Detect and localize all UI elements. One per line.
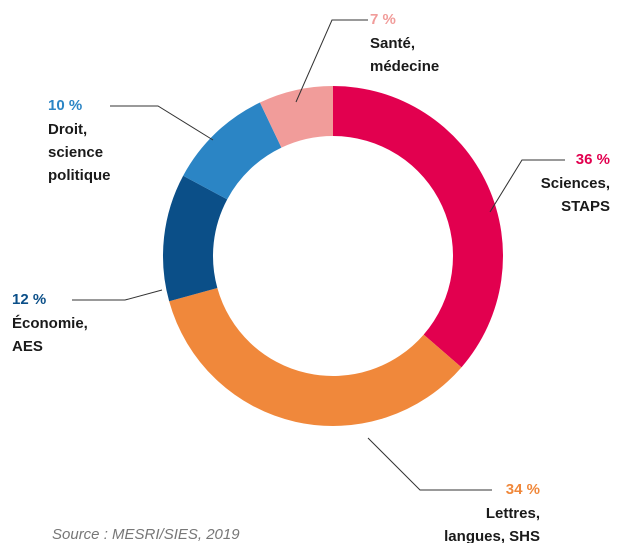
category-label: science: [48, 144, 103, 161]
leader-line: [489, 159, 565, 213]
leader-line: [110, 105, 214, 141]
category-label: Droit,: [48, 121, 87, 138]
donut-slice: [259, 86, 333, 148]
donut: [163, 86, 503, 426]
category-label: médecine: [370, 58, 439, 75]
category-label: STAPS: [561, 198, 610, 215]
leader-line: [295, 19, 368, 103]
value-label: 34 %: [506, 481, 540, 498]
donut-slice: [333, 86, 503, 368]
source: Source : MESRI/SIES, 2019: [52, 526, 240, 543]
category-label: langues, SHS: [444, 528, 540, 543]
category-label: Économie,: [12, 315, 88, 332]
value-label: 36 %: [576, 151, 610, 168]
category-label: politique: [48, 167, 111, 184]
donut-slice: [183, 102, 282, 200]
category-label: Lettres,: [486, 505, 540, 522]
leader-line: [72, 289, 163, 301]
donut-slice: [163, 175, 228, 302]
value-label: 7 %: [370, 11, 396, 28]
category-label: AES: [12, 338, 43, 355]
category-label: Sciences,: [541, 175, 610, 192]
leader-line: [367, 437, 492, 491]
donut-slice: [169, 287, 462, 426]
value-label: 12 %: [12, 291, 46, 308]
value-label: 10 %: [48, 97, 82, 114]
category-label: Santé,: [370, 35, 415, 52]
